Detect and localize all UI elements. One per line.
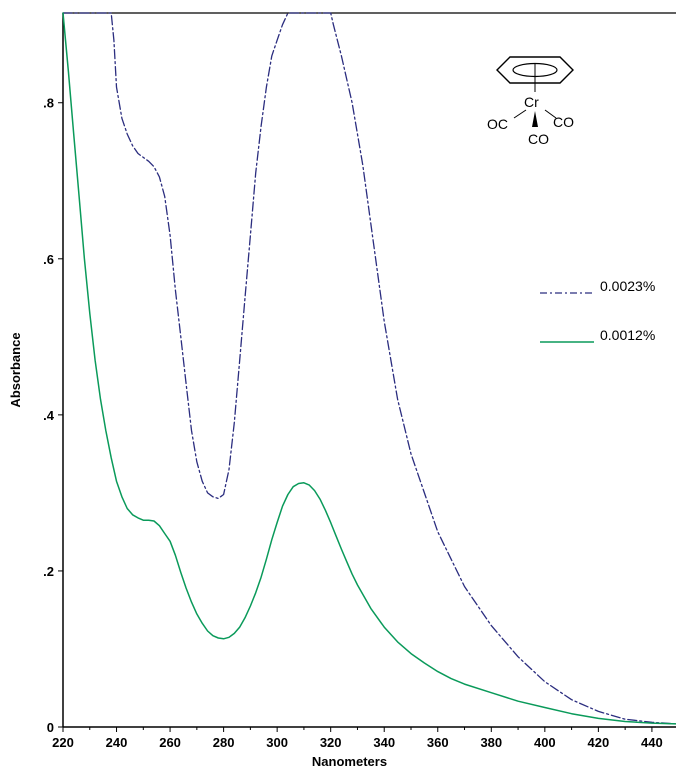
x-tick-label: 380	[480, 735, 502, 750]
x-tick-label: 260	[159, 735, 181, 750]
bond-left-co	[513, 109, 527, 119]
x-tick-label: 360	[427, 735, 449, 750]
x-tick-label: 320	[320, 735, 342, 750]
y-tick-label: .2	[43, 564, 54, 579]
x-tick-label: 240	[106, 735, 128, 750]
series-layer	[62, 12, 676, 725]
chromium-complex-structure: Cr OC CO CO	[487, 56, 574, 147]
legend-label-0.0012%: 0.0012%	[600, 327, 655, 343]
x-tick-label: 300	[266, 735, 288, 750]
y-axis-title: Absorbance	[8, 332, 23, 407]
x-axis-title: Nanometers	[312, 754, 387, 769]
chromium-label: Cr	[524, 94, 539, 110]
y-tick-label: .8	[43, 96, 54, 111]
series-line-0.0012%	[62, 12, 676, 725]
x-tick-label: 440	[641, 735, 663, 750]
axes-layer: 220 240 260 280 300 320 340 360 380 400 420 440 0 .2.…	[8, 12, 676, 769]
y-tick-label: 0	[47, 720, 54, 735]
bottom-carbonyl-label: CO	[528, 131, 549, 147]
x-tick-label: 340	[373, 735, 395, 750]
right-carbonyl-label: CO	[553, 114, 574, 130]
left-carbonyl-label: OC	[487, 116, 508, 132]
legend: 0.0023% 0.0012%	[540, 278, 655, 343]
y-tick-label: .4	[43, 408, 55, 423]
bond-right-co	[544, 109, 557, 119]
series-line-0.0023%	[62, 12, 676, 725]
bond-bottom-co-wedge	[532, 111, 538, 127]
y-tick-label: .6	[43, 252, 54, 267]
x-tick-label: 420	[588, 735, 610, 750]
x-tick-label: 400	[534, 735, 556, 750]
legend-label-0.0023%: 0.0023%	[600, 278, 655, 294]
x-tick-label: 280	[213, 735, 235, 750]
x-tick-label: 220	[52, 735, 74, 750]
